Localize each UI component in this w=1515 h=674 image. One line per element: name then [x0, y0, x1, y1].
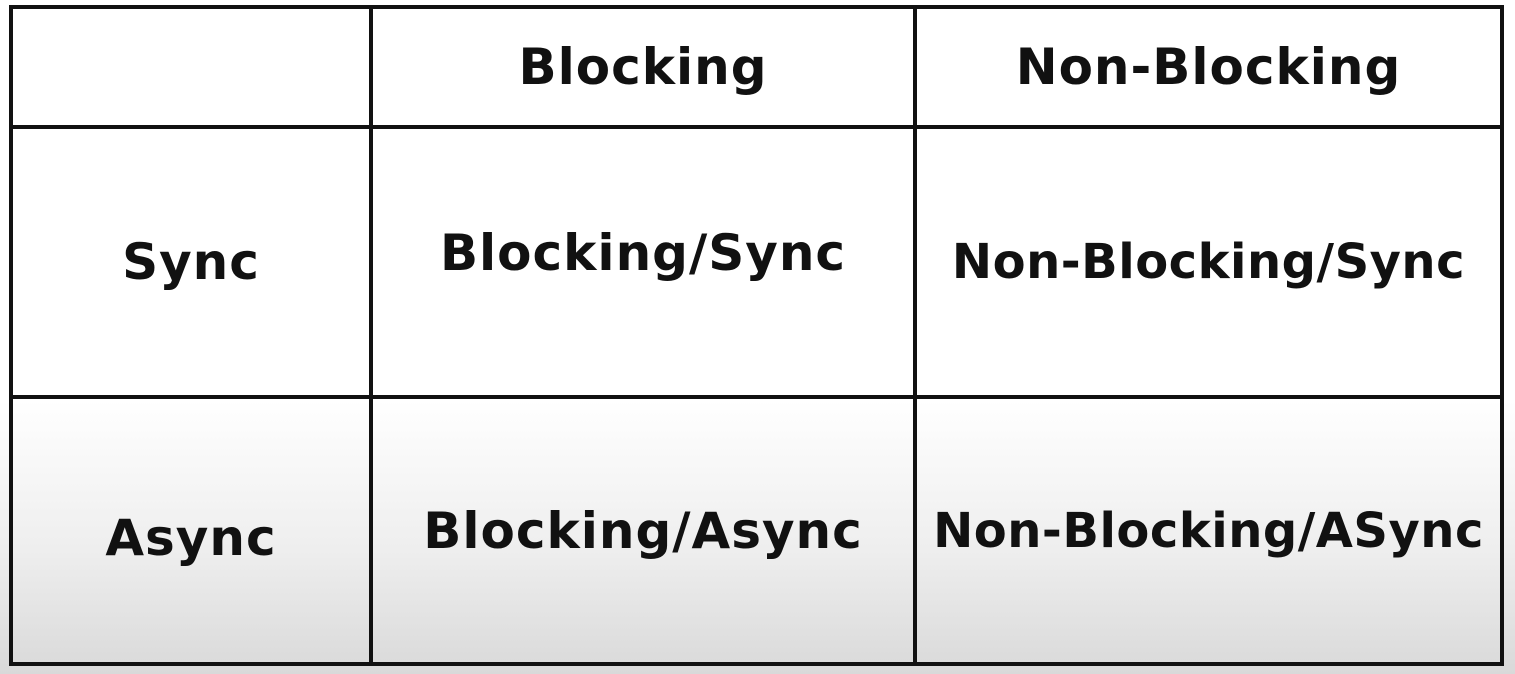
cell-non-blocking-async: Non-Blocking/ASync [933, 502, 1484, 559]
cell-non-blocking-sync: Non-Blocking/Sync [917, 129, 1500, 399]
column-header-non-blocking: Non-Blocking [917, 9, 1500, 129]
comparison-table: Blocking Non-Blocking Sync Blocking/Sync… [9, 5, 1504, 666]
row-header-sync: Sync [13, 129, 373, 399]
row-header-async: Async [13, 399, 373, 662]
cell-blocking-sync: Blocking/Sync [373, 129, 917, 399]
corner-cell [13, 9, 373, 129]
cell-blocking-async: Blocking/Async [373, 399, 917, 662]
column-header-blocking: Blocking [373, 9, 917, 129]
